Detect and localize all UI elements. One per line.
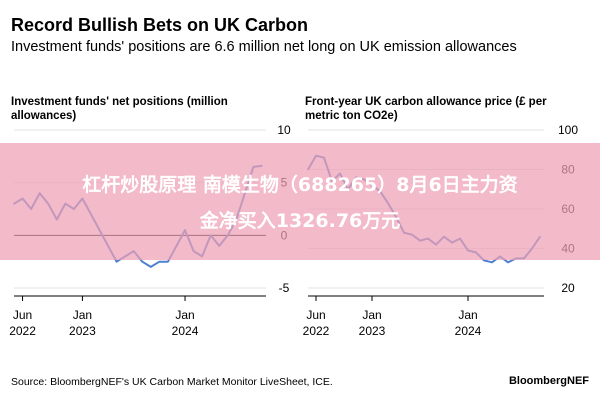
left-data-point <box>141 260 144 263</box>
overlay-banner: 杠杆炒股原理 南模生物（688265）8月6日主力资 金净买入1326.76万元 <box>0 143 600 260</box>
left-xtick-label: Jun <box>13 308 32 322</box>
left-xtick-sublabel: 2024 <box>172 324 199 338</box>
left-data-point <box>150 266 152 268</box>
right-panel-title: Front-year UK carbon allowance price (£ … <box>305 96 547 122</box>
right-ytick-label: 100 <box>558 123 578 137</box>
right-data-point <box>491 261 493 264</box>
right-xtick-label: Jun <box>306 308 325 322</box>
left-data-point <box>158 260 161 263</box>
right-data-point <box>507 261 509 264</box>
left-data-point <box>167 260 169 263</box>
left-data-point <box>115 260 118 263</box>
right-xtick-label: Jan <box>362 308 381 322</box>
left-xtick-sublabel: 2022 <box>9 324 36 338</box>
left-xtick-sublabel: 2023 <box>69 324 96 338</box>
right-xtick-sublabel: 2024 <box>455 324 482 338</box>
left-xtick-label: Jan <box>175 308 194 322</box>
chart-title: Record Bullish Bets on UK Carbon <box>11 15 309 35</box>
brand-logo: BloombergNEF <box>508 375 589 387</box>
source-note: Source: BloombergNEF's UK Carbon Market … <box>11 376 333 388</box>
right-xtick-label: Jan <box>458 308 477 322</box>
right-ytick-label: 20 <box>561 281 575 295</box>
right-data-point <box>483 259 485 262</box>
left-panel-title: Investment funds' net positions (million… <box>11 96 228 122</box>
left-xtick-label: Jan <box>73 308 92 322</box>
overlay-text-line2: 金净买入1326.76万元 <box>199 210 401 232</box>
overlay-text-line1: 杠杆炒股原理 南模生物（688265）8月6日主力资 <box>82 174 518 196</box>
right-xtick-sublabel: 2022 <box>303 324 330 338</box>
left-ytick-label: 10 <box>277 123 291 137</box>
right-xtick-sublabel: 2023 <box>359 324 386 338</box>
chart-subtitle: Investment funds' positions are 6.6 mill… <box>11 39 517 55</box>
left-ytick-label: -5 <box>279 281 290 295</box>
